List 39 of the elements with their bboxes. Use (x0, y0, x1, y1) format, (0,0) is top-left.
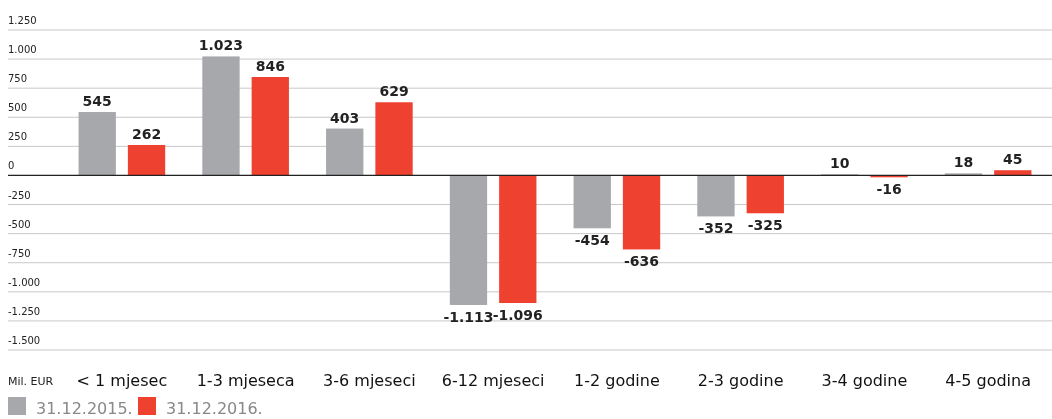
legend-label: 31.12.2016. (166, 399, 263, 418)
x-tick-label: 1-2 godine (574, 371, 660, 390)
y-tick-label: -1.000 (8, 276, 41, 288)
data-label: 545 (82, 93, 112, 110)
y-tick-label: -1.250 (8, 305, 41, 317)
data-label: -16 (876, 181, 902, 198)
x-tick-label: 6-12 mjeseci (441, 371, 545, 390)
x-tick-label: < 1 mjesec (76, 371, 168, 390)
data-label: 403 (330, 109, 360, 126)
y-tick-label: 750 (8, 73, 28, 85)
y-tick-label: 0 (8, 160, 15, 172)
x-tick-label: 2-3 godine (697, 371, 784, 390)
data-label: 846 (255, 58, 285, 75)
data-label: 45 (1003, 151, 1023, 168)
y-tick-label: -750 (8, 247, 31, 259)
data-label: -325 (747, 217, 783, 234)
text: Mil. EUR (8, 375, 54, 388)
x-tick-label: 4-5 godina (945, 371, 1031, 390)
data-label: -1.113 (443, 308, 494, 325)
x-tick-label: 3-6 mjeseci (323, 371, 416, 390)
y-tick-label: 500 (8, 102, 28, 114)
y-tick-label: -250 (8, 189, 31, 201)
data-label: 18 (953, 154, 974, 171)
data-label: -352 (698, 220, 734, 237)
data-label: -1.096 (492, 306, 543, 323)
data-label: 10 (829, 155, 850, 172)
y-tick-label: -1.500 (8, 335, 41, 346)
y-tick-label: 250 (8, 131, 28, 143)
legend-label: 31.12.2015. (36, 399, 133, 418)
x-tick-label: 3-4 godine (821, 371, 908, 390)
y-tick-label: 1.000 (8, 44, 37, 56)
data-label: 1.023 (198, 37, 244, 54)
data-label: -636 (624, 253, 660, 270)
data-label: -454 (574, 232, 610, 249)
y-tick-label: -500 (8, 218, 31, 230)
y-tick-label: 1.250 (8, 15, 37, 26)
x-tick-label: 1-3 mjeseca (196, 371, 295, 390)
data-label: 262 (131, 125, 162, 142)
data-label: 629 (379, 83, 409, 100)
